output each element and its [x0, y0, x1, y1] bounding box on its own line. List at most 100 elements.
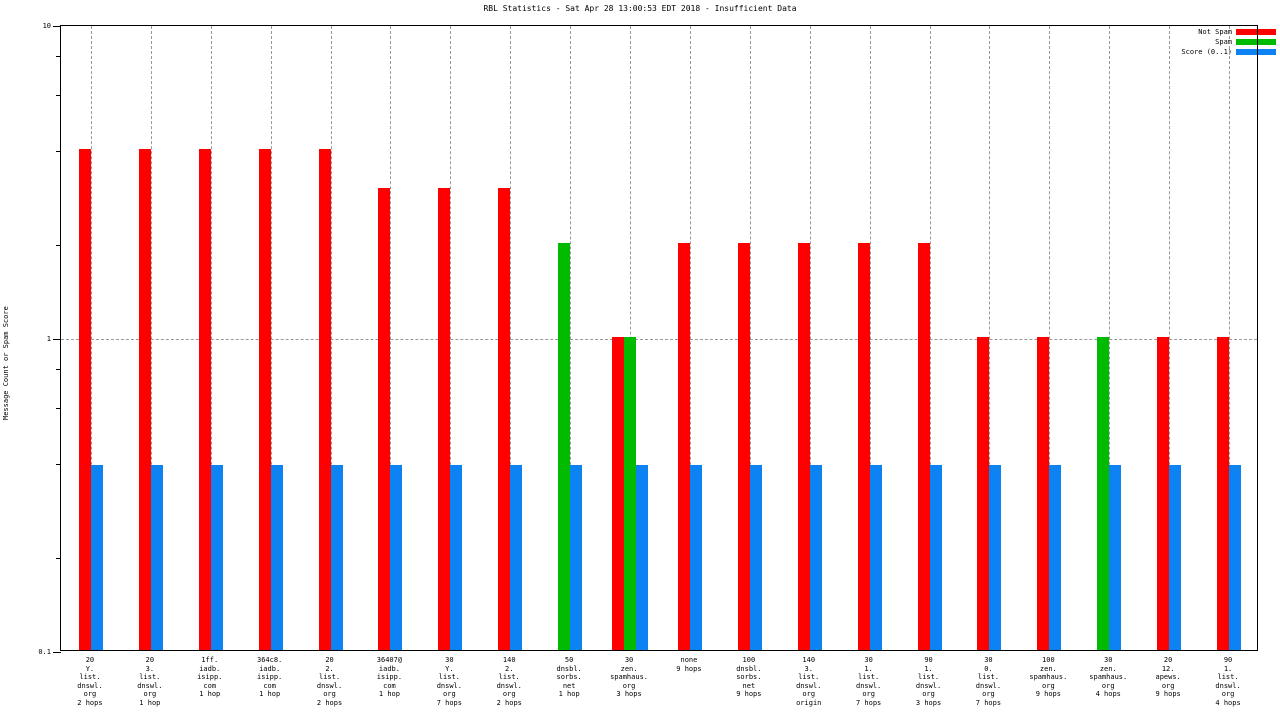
x-axis-tick-label: 140 2. list. dnswl. org 2 hops	[496, 656, 522, 707]
bar-not-spam	[1217, 337, 1229, 650]
bar-not-spam	[319, 149, 331, 650]
x-axis-tick-label: 90 1. list. dnswl. org 3 hops	[915, 656, 942, 707]
vertical-gridline	[570, 26, 571, 650]
legend-item: Spam	[1181, 38, 1276, 46]
legend-swatch	[1236, 49, 1276, 55]
bar-score	[1169, 465, 1181, 650]
vertical-gridline	[810, 26, 811, 650]
bar-score	[930, 465, 942, 650]
bar-not-spam	[1037, 337, 1049, 650]
bar-not-spam	[199, 149, 211, 650]
x-axis-tick-label: 100 dnsbl. sorbs. net 9 hops	[736, 656, 762, 699]
x-axis-tick-label: 100 zen. spamhaus. org 9 hops	[1029, 656, 1068, 699]
vertical-gridline	[870, 26, 871, 650]
y-axis-minor-tick	[56, 244, 61, 246]
legend-label: Score (0..1)	[1181, 48, 1232, 56]
vertical-gridline	[930, 26, 931, 650]
bar-score	[690, 465, 702, 650]
vertical-gridline	[1049, 26, 1050, 650]
vertical-gridline	[510, 26, 511, 650]
bar-score	[510, 465, 522, 650]
plot-area: 10 1 0.1	[38, 22, 1258, 656]
chart-legend: Not Spam Spam Score (0..1)	[1181, 28, 1276, 58]
x-axis-tick-label: 140 3. list. dnswl. org origin	[796, 656, 822, 707]
bar-spam	[558, 243, 570, 650]
x-axis-tick-label: 1ff. iadb. isipp. com 1 hop	[197, 656, 223, 699]
x-axis-tick-label: 30 Y. list. dnswl. org 7 hops	[436, 656, 462, 707]
legend-item: Score (0..1)	[1181, 48, 1276, 56]
vertical-gridline	[211, 26, 212, 650]
bar-score	[390, 465, 402, 650]
bar-score	[271, 465, 283, 650]
bar-not-spam	[612, 337, 624, 650]
bar-score	[989, 465, 1001, 650]
x-axis-tick-label: 50 dnsbl. sorbs. net 1 hop	[556, 656, 582, 699]
vertical-gridline	[989, 26, 990, 650]
bar-score	[636, 465, 648, 650]
x-axis-tick-label: 20 Y. list. dnswl. org 2 hops	[77, 656, 103, 707]
x-axis-tick-label: 364c8. iadb. isipp. com 1 hop	[256, 656, 283, 699]
vertical-gridline	[91, 26, 92, 650]
bar-score	[570, 465, 582, 650]
x-axis-tick-label: 20 12. apews. org 9 hops	[1155, 656, 1181, 699]
legend-item: Not Spam	[1181, 28, 1276, 36]
bar-score	[331, 465, 343, 650]
y-axis-minor-tick	[56, 557, 61, 559]
horizontal-gridline	[61, 339, 1257, 340]
bar-not-spam	[1157, 337, 1169, 650]
vertical-gridline	[750, 26, 751, 650]
vertical-gridline	[450, 26, 451, 650]
x-axis-tick-label: none 9 hops	[676, 656, 702, 673]
bar-score	[1229, 465, 1241, 650]
bar-score	[1049, 465, 1061, 650]
bar-score	[870, 465, 882, 650]
y-axis-label: Message Count or Spam Score	[2, 306, 10, 420]
y-axis-tick-label: 0.1	[38, 648, 51, 656]
bar-not-spam	[498, 188, 510, 650]
y-axis-minor-tick	[56, 463, 61, 465]
bar-not-spam	[738, 243, 750, 650]
bar-score	[750, 465, 762, 650]
y-axis-tick	[53, 652, 61, 653]
y-axis-tick	[53, 339, 61, 340]
chart-title: RBL Statistics - Sat Apr 28 13:00:53 EDT…	[483, 4, 797, 13]
x-axis-tick-label: 30 0. list. dnswl. org 7 hops	[975, 656, 1002, 707]
bar-spam	[624, 337, 636, 650]
y-axis-minor-tick	[56, 369, 61, 371]
x-axis-tick-label: 30 1. list. dnswl. org 7 hops	[855, 656, 882, 707]
vertical-gridline	[331, 26, 332, 650]
x-axis-tick-label: 90 1. list. dnswl. org 4 hops	[1215, 656, 1241, 707]
legend-swatch	[1236, 39, 1276, 45]
bar-not-spam	[918, 243, 930, 650]
bar-not-spam	[378, 188, 390, 650]
y-axis-tick	[53, 26, 61, 27]
bar-not-spam	[79, 149, 91, 650]
bar-spam	[1097, 337, 1109, 650]
legend-swatch	[1236, 29, 1276, 35]
vertical-gridline	[151, 26, 152, 650]
vertical-gridline	[1109, 26, 1110, 650]
bar-not-spam	[977, 337, 989, 650]
y-axis-tick-label: 10	[42, 22, 51, 30]
bar-not-spam	[139, 149, 151, 650]
bar-score	[450, 465, 462, 650]
y-axis-minor-tick	[56, 95, 61, 97]
x-axis-tick-label: 36407@ iadb. isipp. com 1 hop	[376, 656, 403, 699]
vertical-gridline	[690, 26, 691, 650]
vertical-gridline	[1169, 26, 1170, 650]
x-axis-tick-label: 30 zen. spamhaus. org 3 hops	[610, 656, 649, 699]
x-axis-tick-label: 30 zen. spamhaus. org 4 hops	[1089, 656, 1128, 699]
bar-score	[1109, 465, 1121, 650]
x-axis-tick-label: 20 2. list. dnswl. org 2 hops	[316, 656, 343, 707]
vertical-gridline	[1229, 26, 1230, 650]
bar-not-spam	[798, 243, 810, 650]
legend-label: Spam	[1215, 38, 1232, 46]
bar-score	[151, 465, 163, 650]
y-axis-minor-tick	[56, 150, 61, 152]
vertical-gridline	[390, 26, 391, 650]
y-axis-minor-tick	[56, 408, 61, 410]
y-axis-minor-tick	[56, 56, 61, 58]
bar-not-spam	[678, 243, 690, 650]
bar-score	[211, 465, 223, 650]
